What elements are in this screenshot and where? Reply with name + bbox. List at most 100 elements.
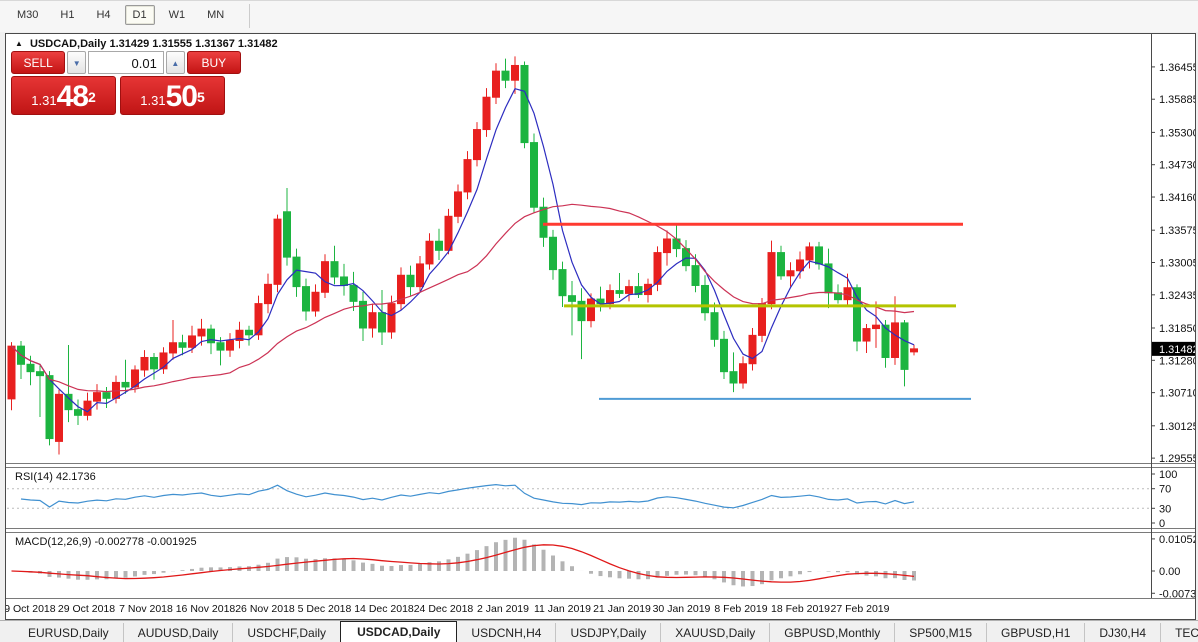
chart-tab-audusd[interactable]: AUDUSD,Daily — [122, 623, 233, 642]
chart-tab-usdcad[interactable]: USDCAD,Daily — [340, 621, 458, 642]
chart-tab-eurusd[interactable]: EURUSD,Daily — [28, 626, 109, 640]
candle — [891, 296, 899, 365]
candle — [444, 208, 453, 255]
chart-window: 1.36455 1.35885 1.35300 1.34730 1.34160 1.335… — [5, 33, 1196, 620]
candle — [178, 334, 187, 356]
candle-body — [197, 328, 206, 337]
candle-body — [872, 324, 880, 330]
candle-body — [511, 64, 519, 81]
candle — [625, 279, 633, 302]
candle-body — [131, 369, 139, 388]
timeframe-button-m30[interactable]: M30 — [17, 9, 39, 21]
candle-body — [701, 284, 709, 314]
candle-body — [881, 324, 890, 358]
date-axis-label: 8 Feb 2019 — [714, 603, 767, 615]
sell-price-box[interactable]: 1.31 48 2 — [11, 76, 116, 115]
timeframe-toolbar: M30 H1 H4 D1 W1 MN — [0, 0, 1198, 32]
candle — [273, 214, 282, 293]
sell-price-pip: 2 — [87, 89, 96, 105]
candle-body — [805, 246, 814, 261]
candle-body — [549, 236, 557, 271]
candle-body — [454, 191, 462, 217]
chart-tab-tech100[interactable]: TECH100,H1 — [1160, 623, 1198, 642]
candle-body — [397, 274, 405, 305]
candle — [530, 133, 538, 213]
date-axis-label: 7 Nov 2018 — [119, 603, 173, 615]
timeframe-button-w1[interactable]: W1 — [168, 9, 186, 21]
sell-button[interactable]: SELL — [11, 51, 66, 74]
candle — [549, 229, 557, 280]
date-axis-label: 21 Jan 2019 — [593, 603, 651, 615]
timeframe-button-d1[interactable]: D1 — [124, 5, 155, 25]
chart-tab-dj30[interactable]: DJ30,H4 — [1084, 623, 1160, 642]
candle — [748, 328, 757, 371]
candle-body — [226, 339, 234, 351]
date-axis-label: 18 Feb 2019 — [771, 603, 830, 615]
chart-tab-usdchf[interactable]: USDCHF,Daily — [232, 623, 340, 642]
candle — [330, 245, 339, 285]
timeframe-button-mn[interactable]: MN — [207, 9, 225, 21]
candle-body — [739, 363, 747, 384]
candle — [805, 242, 814, 269]
candle — [577, 288, 586, 360]
timeframe-button-h4[interactable]: H4 — [96, 9, 111, 21]
candle — [55, 389, 63, 455]
price-axis-label: 1.36455 — [1159, 62, 1195, 74]
chart-tab-bar: EURUSD,Daily AUDUSD,Daily USDCHF,Daily USDC… — [0, 620, 1198, 642]
candle-body — [435, 240, 443, 251]
price-axis-label: 1.35300 — [1159, 127, 1195, 139]
candle — [587, 293, 595, 328]
buy-price-box[interactable]: 1.31 50 5 — [120, 76, 225, 115]
rsi-axis-label: 100 — [1159, 469, 1177, 481]
candle-body — [330, 261, 339, 278]
chart-tab-usdjpy[interactable]: USDJPY,Daily — [555, 623, 660, 642]
volume-increase-button[interactable]: ▲ — [165, 51, 185, 74]
rsi-indicator-label: RSI(14) 42.1736 — [15, 471, 96, 483]
price-axis-label: 1.33005 — [1159, 258, 1195, 270]
rsi-pane[interactable] — [7, 483, 1151, 509]
candle-body — [539, 206, 548, 238]
candle — [397, 267, 405, 311]
candle-body — [93, 392, 101, 402]
candle — [454, 184, 462, 224]
collapse-arrow-icon[interactable]: ▲ — [15, 39, 23, 48]
volume-decrease-button[interactable]: ▼ — [67, 51, 87, 74]
chart-tab-gbpusd[interactable]: GBPUSD,H1 — [986, 623, 1084, 642]
buy-button[interactable]: BUY — [186, 51, 242, 74]
candle-body — [558, 269, 567, 297]
main-price-pane[interactable] — [7, 56, 971, 455]
date-axis-label: 2 Jan 2019 — [477, 603, 529, 615]
macd-axis-label: 0.00 — [1159, 566, 1180, 578]
candle — [796, 251, 804, 279]
chart-tab-gbpusd[interactable]: GBPUSD,Monthly — [769, 623, 894, 642]
candle-body — [302, 286, 310, 312]
candle — [321, 254, 329, 298]
candle-body — [729, 371, 738, 384]
candle — [378, 290, 386, 346]
candle — [64, 345, 73, 423]
candle — [473, 122, 481, 167]
candle-body — [340, 276, 348, 286]
toolbar-separator — [249, 4, 251, 28]
candle — [672, 224, 681, 258]
candle — [720, 330, 728, 380]
timeframe-button-h1[interactable]: H1 — [60, 9, 75, 21]
date-axis-label: 27 Feb 2019 — [831, 603, 890, 615]
candle-body — [577, 300, 586, 322]
candle — [121, 359, 130, 394]
chart-tab-usdcnh[interactable]: USDCNH,H4 — [471, 626, 542, 640]
candle-body — [264, 283, 272, 305]
candle-body — [900, 322, 909, 370]
volume-input[interactable]: 0.01 — [88, 51, 164, 74]
chart-tab-sp500[interactable]: SP500,M15 — [894, 623, 986, 642]
candle — [216, 337, 225, 366]
candle — [482, 88, 491, 137]
chart-surface[interactable]: 1.36455 1.35885 1.35300 1.34730 1.34160 1.335… — [6, 34, 1195, 619]
candle-body — [150, 356, 158, 370]
candle-body — [843, 287, 852, 301]
candle — [853, 284, 861, 352]
macd-pane[interactable] — [11, 537, 916, 587]
chart-tab-xauusd[interactable]: XAUUSD,Daily — [660, 623, 769, 642]
current-price-tag-label: 1.31482 — [1159, 344, 1195, 356]
candle — [691, 254, 700, 293]
